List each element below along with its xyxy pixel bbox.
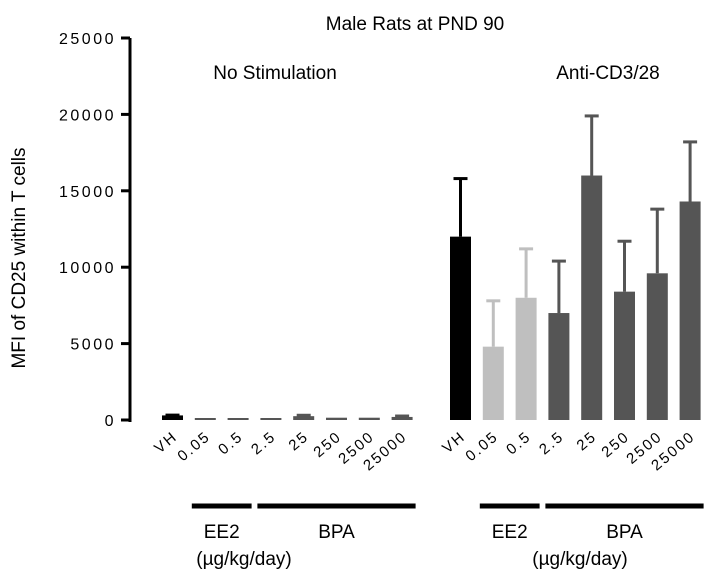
bars [162,114,701,420]
bar [194,418,216,420]
unit-label: (µg/kg/day) [532,549,627,570]
bar [548,313,570,420]
x-tick-label: 25 [573,428,600,454]
y-axis-label: MFI of CD25 within T cells [9,147,30,368]
x-tick-label: 25 [285,428,312,454]
unit-label: (µg/kg/day) [196,549,291,570]
group-annotations: No Stimulation EE2 BPA (µg/kg/day) Anti-CD3/… [191,63,704,570]
subgroup-label: BPA [606,522,643,543]
x-tick-label: 2.5 [248,428,280,458]
bar [326,417,347,420]
y-tick-label: 15000 [59,184,116,201]
axes: 0 5000 10000 15000 20000 25000 [59,31,132,430]
bar [260,418,282,420]
bar [162,415,183,420]
bar [358,417,380,420]
y-tick-label: 5000 [70,337,116,354]
bar [679,201,701,420]
x-tick-label: 0.5 [503,428,535,458]
subgroup-label: EE2 [492,522,528,543]
chart-title: Male Rats at PND 90 [326,14,504,35]
bar [293,416,315,420]
y-tick-label: 25000 [59,31,116,48]
bar [450,236,471,420]
subgroup-label: BPA [318,522,355,543]
y-tick-label: 0 [105,413,116,430]
x-tick-label: 0.05 [462,428,501,465]
y-tick-label: 20000 [59,107,116,124]
bar [581,175,603,420]
bar [391,416,413,420]
bar [614,291,635,420]
x-tick-label: 0.5 [215,428,247,458]
subgroup-label: EE2 [204,522,240,543]
bar [515,297,537,420]
x-tick-label: 0.05 [174,428,213,465]
bar [482,346,504,420]
y-tick-label: 10000 [59,260,116,277]
group-title: Anti-CD3/28 [556,63,660,84]
bar [227,418,249,420]
bar [646,273,668,420]
group-title: No Stimulation [213,63,337,84]
x-tick-label: 2.5 [536,428,568,458]
